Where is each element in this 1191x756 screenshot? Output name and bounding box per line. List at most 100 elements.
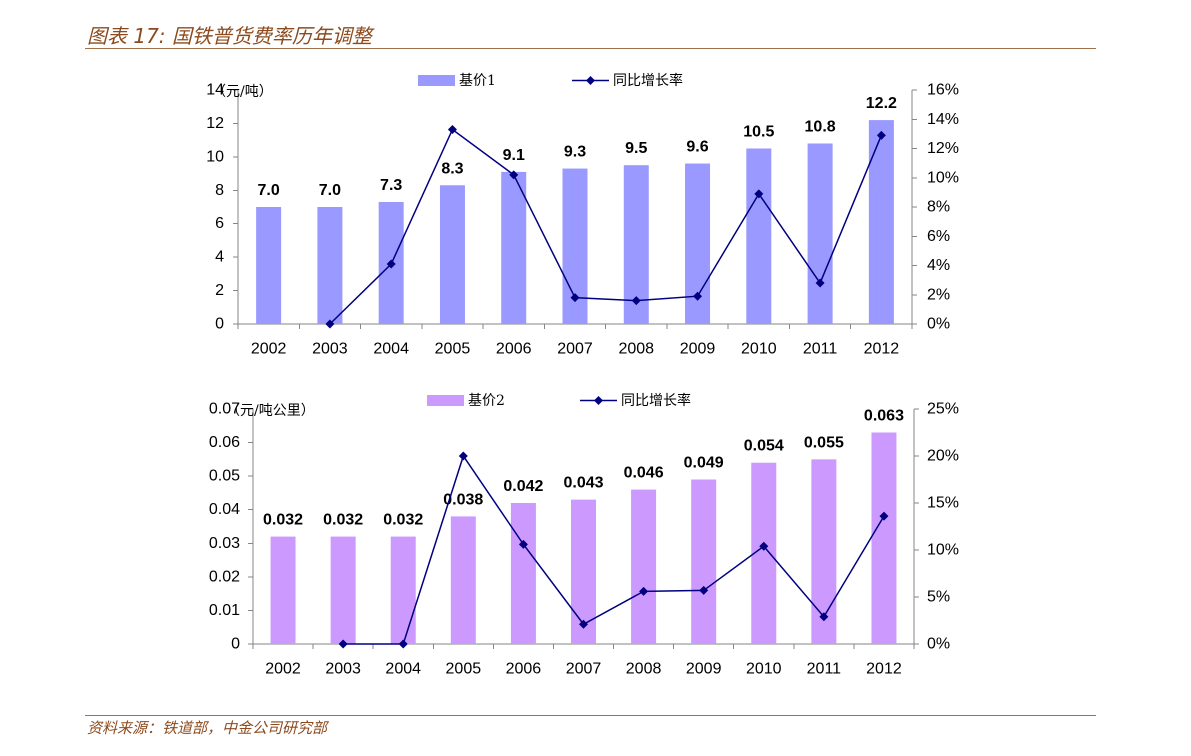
bar-data-label: 0.032 [383, 512, 423, 529]
y-tick-label: 14 [206, 82, 224, 99]
growth-marker-2008 [631, 296, 641, 306]
bar-data-label: 7.3 [380, 177, 402, 194]
legend-bar-label: 基价2 [468, 392, 505, 409]
y2-tick-label: 0% [927, 636, 950, 653]
y2-tick-label: 15% [927, 495, 959, 512]
x-tick-label: 2010 [746, 661, 782, 678]
bar-2005 [439, 185, 465, 324]
bar-data-label: 0.042 [503, 478, 543, 495]
bar-data-label: 9.6 [686, 139, 708, 156]
growth-marker-2011 [819, 612, 829, 622]
y-tick-label: 0.04 [209, 501, 240, 518]
y2-tick-label: 10% [927, 542, 959, 559]
y-tick-label: 12 [206, 115, 224, 132]
legend-line-label: 同比增长率 [621, 392, 691, 409]
bar-2008 [631, 489, 657, 644]
x-tick-label: 2012 [864, 341, 900, 358]
x-tick-label: 2009 [686, 661, 722, 678]
bar-data-label: 7.0 [319, 182, 341, 199]
x-tick-label: 2004 [373, 341, 409, 358]
growth-marker-2003 [325, 319, 335, 329]
bar-data-label: 12.2 [866, 95, 897, 112]
y-tick-label: 10 [206, 148, 224, 165]
bar-2010 [751, 462, 777, 644]
growth-marker-2005 [447, 124, 457, 134]
growth-rate-line [329, 128, 883, 325]
growth-marker-2007 [579, 619, 588, 629]
y-axis-unit-label: （元/吨公里） [226, 403, 315, 419]
x-tick-label: 2007 [557, 341, 593, 358]
growth-marker-2003 [338, 639, 348, 649]
y2-tick-label: 2% [927, 286, 950, 303]
y2-tick-label: 0% [927, 316, 950, 333]
bar-data-label: 0.043 [563, 475, 603, 492]
bar-data-label: 9.3 [564, 144, 586, 161]
bar-data-label: 0.038 [443, 491, 483, 508]
growth-marker-2006 [509, 170, 519, 180]
y2-tick-label: 12% [927, 140, 959, 157]
bar-data-label: 0.063 [864, 408, 904, 425]
bar-data-label: 9.1 [503, 147, 525, 164]
y-tick-label: 2 [215, 282, 224, 299]
bar-data-label: 10.5 [743, 124, 774, 141]
x-tick-label: 2005 [446, 661, 482, 678]
x-tick-label: 2003 [325, 661, 361, 678]
legend: 基价1 同比增长率 [418, 72, 683, 89]
bar-2012 [868, 120, 894, 324]
bar-2006 [501, 171, 527, 324]
title-divider [85, 48, 1096, 49]
growth-marker-2004 [386, 259, 396, 269]
legend-line-marker [586, 76, 595, 85]
y-tick-label: 6 [215, 215, 224, 232]
bar-data-label: 0.055 [804, 434, 844, 451]
bar-data-label: 0.032 [323, 512, 363, 529]
y-tick-label: 0.06 [209, 434, 240, 451]
bar-2011 [807, 143, 833, 324]
x-tick-label: 2002 [265, 661, 301, 678]
y2-tick-label: 4% [927, 257, 950, 274]
y2-tick-label: 20% [927, 448, 959, 465]
bar-2005 [450, 516, 476, 644]
growth-marker-2009 [693, 291, 703, 301]
y-tick-label: 0.01 [209, 602, 240, 619]
x-tick-label: 2002 [251, 341, 287, 358]
growth-series [338, 451, 889, 649]
legend-line-label: 同比增长率 [613, 72, 683, 89]
growth-marker-2004 [398, 639, 408, 649]
legend-bar-swatch [427, 395, 464, 406]
y-tick-label: 0 [231, 636, 240, 653]
growth-marker-2007 [570, 293, 580, 303]
legend-bar-swatch [418, 75, 455, 86]
x-tick-label: 2012 [866, 661, 902, 678]
y-axis-unit-label: （元/吨） [212, 84, 273, 100]
bar-data-labels: 0.032 0.032 0.032 0.038 0.042 0.043 0.046 0.049… [263, 408, 904, 529]
growth-marker-2011 [815, 278, 825, 288]
y2-tick-label: 14% [927, 111, 959, 128]
footer-divider [85, 715, 1096, 716]
bar-data-label: 7.0 [258, 182, 280, 199]
x-tick-label: 2004 [385, 661, 421, 678]
y2-tick-label: 10% [927, 169, 959, 186]
legend-bar-label: 基价1 [459, 72, 496, 89]
x-tick-label: 2007 [566, 661, 602, 678]
y-tick-label: 0.07 [209, 401, 240, 418]
bar-data-label: 9.5 [625, 140, 647, 157]
bar-data-label: 8.3 [441, 160, 463, 177]
bar-2004 [390, 536, 416, 644]
bar-2002 [256, 207, 282, 324]
growth-marker-2005 [458, 451, 468, 461]
y2-tick-label: 5% [927, 589, 950, 606]
chart-1: 0 2 4 6 8 10 12 14 0% 2% 4% 6% 8% 10% 12% 14% 16% 2002 200… [206, 72, 959, 358]
x-tick-label: 2003 [312, 341, 348, 358]
x-tick-label: 2009 [680, 341, 716, 358]
growth-marker-2012 [876, 130, 886, 140]
growth-series [325, 124, 886, 329]
x-tick-label: 2006 [506, 661, 542, 678]
y-tick-label: 0 [215, 316, 224, 333]
y2-tick-label: 6% [927, 228, 950, 245]
y-tick-label: 0.03 [209, 535, 240, 552]
bar-data-label: 0.049 [684, 455, 724, 472]
bar-2010 [746, 148, 772, 324]
bar-series [270, 432, 897, 644]
